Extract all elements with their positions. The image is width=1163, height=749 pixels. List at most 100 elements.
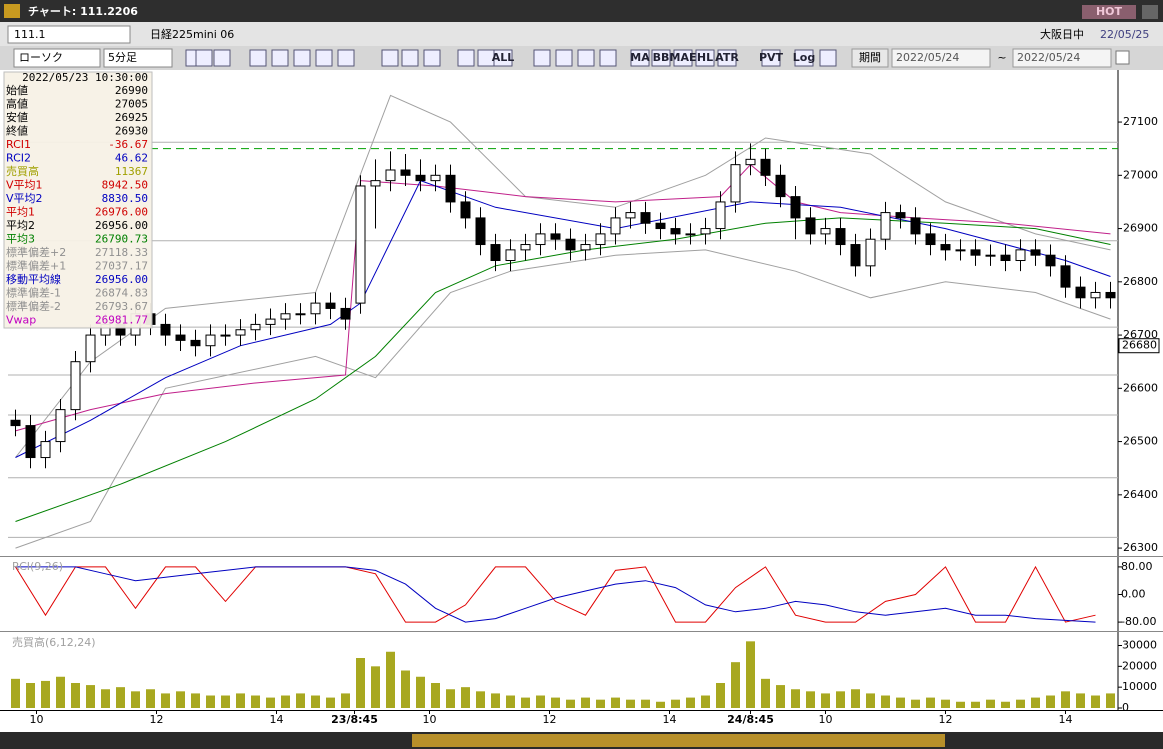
toolbar-icon[interactable] <box>599 49 617 67</box>
candle-body <box>40 441 51 459</box>
candle-body <box>1045 254 1056 267</box>
candle-body <box>85 334 96 363</box>
symbol-input[interactable] <box>7 25 131 44</box>
toolbar-icon[interactable] <box>401 49 419 67</box>
volume-bar <box>461 687 470 708</box>
toolbar-icon[interactable] <box>337 49 355 67</box>
info-label: 平均2 <box>6 219 35 232</box>
volume-bar <box>26 683 35 708</box>
symbol-bar <box>0 22 1163 46</box>
volume-bar <box>686 697 695 708</box>
info-value: 26790.73 <box>95 233 148 246</box>
volume-bar <box>56 676 65 708</box>
candle-body <box>160 323 171 336</box>
candle-body <box>385 169 396 182</box>
volume-bar <box>536 695 545 708</box>
period[interactable]: 期間 <box>859 51 881 64</box>
toolbar-icon[interactable] <box>423 49 441 67</box>
hot-label[interactable]: HOT <box>1096 5 1123 18</box>
indicator-line <box>15 179 1111 458</box>
volume-bar <box>851 689 860 708</box>
candle-body <box>1015 249 1026 262</box>
hot-button[interactable] <box>1082 5 1136 19</box>
volume-bar <box>446 689 455 708</box>
period-button[interactable] <box>851 48 889 68</box>
toolbar-icon[interactable] <box>761 49 781 67</box>
to-date[interactable]: 2022/05/24 <box>1017 51 1080 64</box>
volume-bar <box>371 666 380 708</box>
volume-bar <box>956 701 965 708</box>
volume-bar <box>941 699 950 708</box>
volume-bar <box>356 658 365 708</box>
candle-body <box>775 174 786 198</box>
volume-bar <box>986 699 995 708</box>
volume-bar <box>326 697 335 708</box>
y-tick-label: 27100 <box>1123 115 1158 128</box>
volume-bar <box>41 680 50 708</box>
volume-bar <box>341 693 350 708</box>
toolbar-icon-label[interactable]: BB <box>653 51 670 64</box>
close-box[interactable] <box>1142 5 1158 19</box>
volume-bar <box>266 697 275 708</box>
y-tick-label: 26300 <box>1123 541 1158 554</box>
info-label: V平均2 <box>6 192 43 205</box>
pane-label: 売買高(6,12,24) <box>12 635 96 649</box>
scroll-thumb[interactable] <box>412 734 945 747</box>
toolbar-icon-label[interactable]: ALL <box>492 51 515 64</box>
toolbar-icon[interactable] <box>695 49 715 67</box>
toolbar-icon[interactable] <box>794 49 814 67</box>
toolbar-icon[interactable] <box>819 49 837 67</box>
y-tick-label: 30000 <box>1122 639 1157 652</box>
x-tick-label: 12 <box>543 713 557 726</box>
toolbar-icon[interactable] <box>249 49 267 67</box>
chart-type[interactable]: ローソク <box>19 51 63 64</box>
info-value: 8830.50 <box>102 192 148 205</box>
y-tick-label: 26600 <box>1123 381 1158 394</box>
candle-body <box>910 217 921 235</box>
toolbar-icon[interactable] <box>293 49 311 67</box>
volume-bar <box>731 662 740 708</box>
toolbar-icon[interactable] <box>577 49 595 67</box>
toolbar-icon[interactable] <box>717 49 737 67</box>
volume-bar <box>416 676 425 708</box>
toolbar-icon[interactable] <box>630 49 650 67</box>
symbol[interactable]: 111.1 <box>14 28 46 41</box>
plots: 26300 26400 26500 26600 26700 26800 26900 27000… <box>8 94 1160 726</box>
interval[interactable]: 5分足 <box>108 51 137 64</box>
toolbar-icon[interactable] <box>195 49 213 67</box>
volume-bar <box>746 641 755 708</box>
volume-bar <box>161 693 170 708</box>
toolbar-icon-label[interactable]: HL <box>697 51 713 64</box>
toolbar-icon[interactable] <box>315 49 333 67</box>
from-date-input[interactable] <box>891 48 991 68</box>
toolbar-icon[interactable] <box>271 49 289 67</box>
toolbar-icon[interactable] <box>493 49 513 67</box>
toolbar-icon[interactable] <box>651 49 671 67</box>
toolbar-icon[interactable] <box>381 49 399 67</box>
candle-body <box>700 228 711 235</box>
volume-bar <box>866 693 875 708</box>
toolbar-icon[interactable] <box>533 49 551 67</box>
volume-bar <box>911 699 920 708</box>
toolbar-icon[interactable] <box>457 49 475 67</box>
volume-bar <box>611 697 620 708</box>
from-date[interactable]: 2022/05/24 <box>896 51 959 64</box>
toolbar-icon-label[interactable]: ATR <box>715 51 739 64</box>
toolbar-icon-label[interactable]: PVT <box>759 51 784 64</box>
chart-type-select[interactable] <box>13 48 101 68</box>
volume-bar <box>476 691 485 708</box>
toolbar-icon-label[interactable]: Log <box>793 51 815 64</box>
interval-select[interactable] <box>103 48 173 68</box>
x-tick-label: 14 <box>663 713 677 726</box>
toolbar-icon-label[interactable]: MA <box>630 51 650 64</box>
candle-body <box>310 302 321 315</box>
toolbar-icon-label[interactable]: MAE <box>670 51 697 64</box>
toolbar-icon[interactable] <box>555 49 573 67</box>
volume-bar <box>86 685 95 708</box>
info-value: 26990 <box>115 84 148 97</box>
toolbar-icon[interactable] <box>213 49 231 67</box>
to-date-input[interactable] <box>1012 48 1112 68</box>
toolbar-icon[interactable] <box>673 49 693 67</box>
checkbox[interactable] <box>1115 50 1130 65</box>
candle-body <box>25 425 36 459</box>
